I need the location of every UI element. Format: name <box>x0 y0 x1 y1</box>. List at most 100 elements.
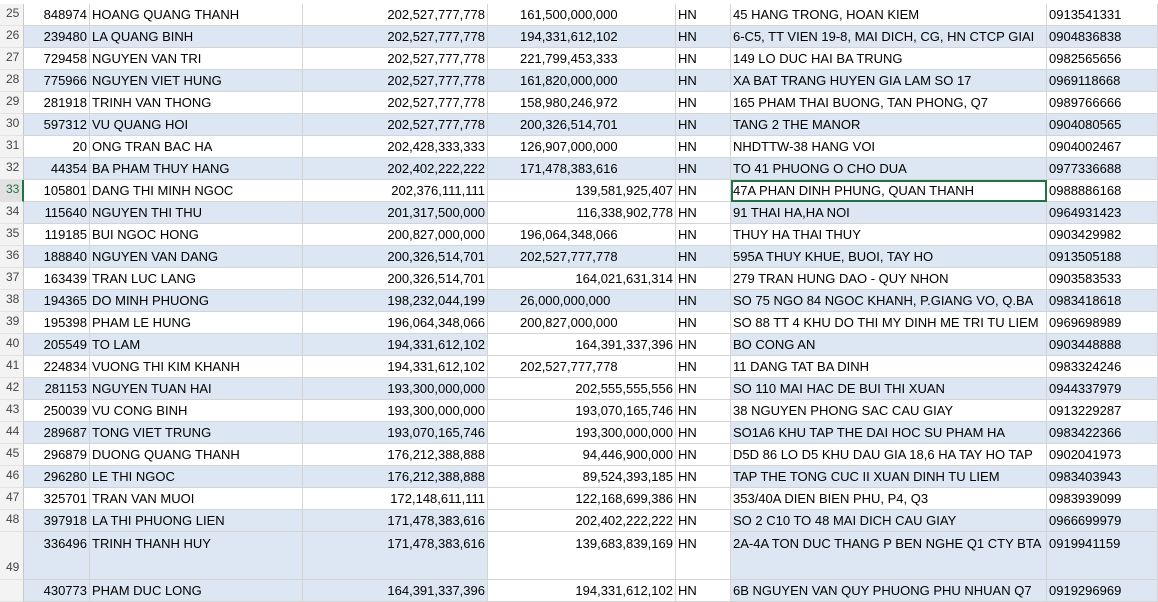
table-row[interactable]: 41 224834 VUONG THI KIM KHANH 194,331,612,1… <box>0 356 1158 378</box>
row-header[interactable] <box>0 580 24 602</box>
cell-v1[interactable]: 202,428,333,333 <box>303 136 488 158</box>
cell-v1[interactable]: 172,148,611,111 <box>303 488 488 510</box>
row-header[interactable]: 38 <box>0 290 24 312</box>
cell-name[interactable]: NGUYEN VAN DANG <box>90 246 303 268</box>
cell-city[interactable]: HN <box>676 400 731 422</box>
cell-city[interactable]: HN <box>676 136 731 158</box>
cell-v2[interactable]: 171,478,383,616 <box>488 158 676 180</box>
cell-name[interactable]: NGUYEN VIET HUNG <box>90 70 303 92</box>
cell-city[interactable]: HN <box>676 466 731 488</box>
cell-id[interactable]: 105801 <box>24 180 90 202</box>
cell-phone[interactable]: 0904836838 <box>1047 26 1158 48</box>
cell-name[interactable]: TO LAM <box>90 334 303 356</box>
cell-city[interactable]: HN <box>676 158 731 180</box>
cell-addr[interactable]: TO 41 PHUONG O CHO DUA <box>731 158 1047 180</box>
cell-city[interactable]: HN <box>676 4 731 26</box>
cell-city[interactable]: HN <box>676 488 731 510</box>
cell-v1[interactable]: 200,827,000,000 <box>303 224 488 246</box>
cell-phone[interactable]: 0977336688 <box>1047 158 1158 180</box>
cell-id[interactable]: 325701 <box>24 488 90 510</box>
row-header[interactable]: 25 <box>0 4 24 26</box>
cell-v2[interactable]: 126,907,000,000 <box>488 136 676 158</box>
cell-city[interactable]: HN <box>676 246 731 268</box>
cell-name[interactable]: PHAM DUC LONG <box>90 580 303 602</box>
cell-addr[interactable]: 45 HANG TRONG, HOAN KIEM <box>731 4 1047 26</box>
cell-id[interactable]: 430773 <box>24 580 90 602</box>
cell-id[interactable]: 729458 <box>24 48 90 70</box>
row-header[interactable]: 44 <box>0 422 24 444</box>
table-row[interactable]: 31 20 ONG TRAN BAC HA 202,428,333,333 126,90… <box>0 136 1158 158</box>
cell-name[interactable]: DUONG QUANG THANH <box>90 444 303 466</box>
cell-id[interactable]: 281918 <box>24 92 90 114</box>
cell-city[interactable]: HN <box>676 532 731 580</box>
row-header[interactable]: 36 <box>0 246 24 268</box>
row-header[interactable]: 37 <box>0 268 24 290</box>
cell-v2[interactable]: 202,402,222,222 <box>488 510 676 532</box>
row-header[interactable]: 27 <box>0 48 24 70</box>
cell-city[interactable]: HN <box>676 70 731 92</box>
cell-name[interactable]: DANG THI MINH NGOC <box>90 180 303 202</box>
cell-v2[interactable]: 194,331,612,102 <box>488 26 676 48</box>
cell-name[interactable]: HOANG QUANG THANH <box>90 4 303 26</box>
row-header[interactable]: 28 <box>0 70 24 92</box>
cell-name[interactable]: TRAN LUC LANG <box>90 268 303 290</box>
cell-name[interactable]: NGUYEN THI THU <box>90 202 303 224</box>
cell-addr[interactable]: D5D 86 LO D5 KHU DAU GIA 18,6 HA TAY HO … <box>731 444 1047 466</box>
table-row[interactable]: 30 597312 VU QUANG HOI 202,527,777,778 200,3… <box>0 114 1158 136</box>
cell-v2[interactable]: 200,827,000,000 <box>488 312 676 334</box>
cell-addr[interactable]: SO 88 TT 4 KHU DO THI MY DINH ME TRI TU … <box>731 312 1047 334</box>
cell-id[interactable]: 397918 <box>24 510 90 532</box>
table-row[interactable]: 36 188840 NGUYEN VAN DANG 200,326,514,701 20… <box>0 246 1158 268</box>
cell-phone[interactable]: 0913229287 <box>1047 400 1158 422</box>
table-row[interactable]: 49 336496 TRINH THANH HUY 171,478,383,616 13… <box>0 532 1158 580</box>
cell-city[interactable]: HN <box>676 268 731 290</box>
cell-v2[interactable]: 89,524,393,185 <box>488 466 676 488</box>
cell-id[interactable]: 250039 <box>24 400 90 422</box>
table-row[interactable]: 29 281918 TRINH VAN THONG 202,527,777,778 15… <box>0 92 1158 114</box>
cell-v2[interactable]: 139,581,925,407 <box>488 180 676 202</box>
cell-v2[interactable]: 196,064,348,066 <box>488 224 676 246</box>
cell-phone[interactable]: 0982565656 <box>1047 48 1158 70</box>
table-row[interactable]: 33 105801 DANG THI MINH NGOC 202,376,111,11… <box>0 180 1158 202</box>
table-row[interactable]: 28 775966 NGUYEN VIET HUNG 202,527,777,778 1… <box>0 70 1158 92</box>
cell-addr[interactable]: THUY HA THAI THUY <box>731 224 1047 246</box>
cell-phone[interactable]: 0903448888 <box>1047 334 1158 356</box>
cell-addr[interactable]: TAP THE TONG CUC II XUAN DINH TU LIEM <box>731 466 1047 488</box>
cell-id[interactable]: 20 <box>24 136 90 158</box>
cell-phone[interactable]: 0903429982 <box>1047 224 1158 246</box>
cell-city[interactable]: HN <box>676 444 731 466</box>
cell-phone[interactable]: 0904002467 <box>1047 136 1158 158</box>
cell-v2[interactable]: 194,331,612,102 <box>488 580 676 602</box>
cell-name[interactable]: LE THI NGOC <box>90 466 303 488</box>
cell-phone[interactable]: 0913505188 <box>1047 246 1158 268</box>
cell-phone[interactable]: 0913541331 <box>1047 4 1158 26</box>
cell-id[interactable]: 848974 <box>24 4 90 26</box>
cell-v2[interactable]: 164,391,337,396 <box>488 334 676 356</box>
cell-id[interactable]: 44354 <box>24 158 90 180</box>
cell-v1[interactable]: 194,331,612,102 <box>303 356 488 378</box>
table-row[interactable]: 27 729458 NGUYEN VAN TRI 202,527,777,778 221… <box>0 48 1158 70</box>
cell-addr[interactable]: BO CONG AN <box>731 334 1047 356</box>
cell-id[interactable]: 336496 <box>24 532 90 580</box>
cell-name[interactable]: LA QUANG BINH <box>90 26 303 48</box>
cell-v1[interactable]: 171,478,383,616 <box>303 510 488 532</box>
cell-addr[interactable]: 6-C5, TT VIEN 19-8, MAI DICH, CG, HN CTC… <box>731 26 1047 48</box>
cell-city[interactable]: HN <box>676 580 731 602</box>
row-header[interactable]: 43 <box>0 400 24 422</box>
cell-phone[interactable]: 0919941159 <box>1047 532 1158 580</box>
row-header[interactable]: 39 <box>0 312 24 334</box>
cell-v1[interactable]: 202,527,777,778 <box>303 114 488 136</box>
table-row[interactable]: 48 397918 LA THI PHUONG LIEN 171,478,383,61… <box>0 510 1158 532</box>
row-header[interactable]: 45 <box>0 444 24 466</box>
cell-phone[interactable]: 0983939099 <box>1047 488 1158 510</box>
row-header[interactable]: 29 <box>0 92 24 114</box>
table-row[interactable]: 42 281153 NGUYEN TUAN HAI 193,300,000,000 20… <box>0 378 1158 400</box>
cell-v2[interactable]: 161,500,000,000 <box>488 4 676 26</box>
row-header[interactable]: 41 <box>0 356 24 378</box>
cell-id[interactable]: 281153 <box>24 378 90 400</box>
cell-addr[interactable]: SO 2 C10 TO 48 MAI DICH CAU GIAY <box>731 510 1047 532</box>
cell-v2[interactable]: 221,799,453,333 <box>488 48 676 70</box>
cell-city[interactable]: HN <box>676 510 731 532</box>
cell-phone[interactable]: 0983418618 <box>1047 290 1158 312</box>
table-row[interactable]: 43 250039 VU CONG BINH 193,300,000,000 193,0… <box>0 400 1158 422</box>
